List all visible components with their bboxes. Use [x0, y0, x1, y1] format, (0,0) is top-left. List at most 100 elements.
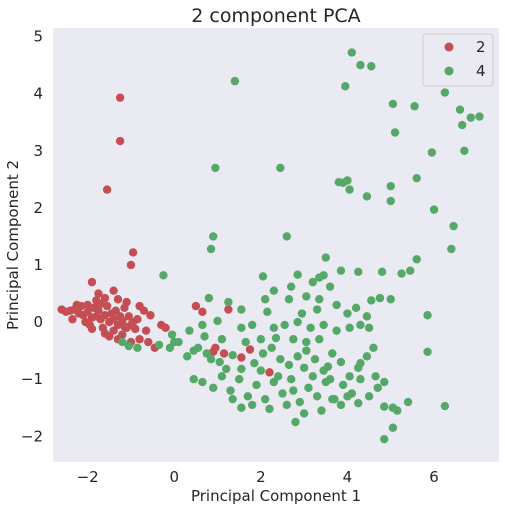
data-point	[245, 345, 255, 354]
plot-background	[53, 28, 499, 462]
data-point	[204, 293, 214, 303]
data-point	[284, 295, 294, 304]
data-point	[265, 404, 274, 414]
data-point	[390, 128, 400, 137]
data-point	[247, 400, 257, 410]
data-point	[278, 389, 287, 398]
data-point	[332, 326, 341, 335]
data-point	[96, 299, 105, 309]
data-point	[351, 303, 361, 313]
legend-label-series-4: 4	[476, 62, 486, 80]
data-point	[226, 386, 235, 395]
data-point	[308, 277, 318, 287]
data-point	[102, 301, 112, 311]
data-point	[118, 330, 127, 339]
data-point	[185, 326, 194, 335]
data-point	[364, 392, 374, 401]
data-point	[455, 105, 465, 114]
data-point	[209, 232, 218, 241]
data-point	[302, 337, 311, 347]
data-point	[282, 232, 292, 241]
data-point	[211, 163, 220, 173]
data-point	[347, 48, 356, 57]
data-point	[325, 374, 335, 384]
data-point	[336, 357, 346, 367]
data-point	[109, 326, 118, 335]
chart-title: 2 component PCA	[191, 5, 360, 27]
data-point	[475, 112, 484, 121]
data-point	[133, 343, 142, 352]
data-point	[332, 300, 341, 310]
data-point	[94, 306, 103, 315]
data-point	[312, 305, 322, 314]
data-point	[308, 372, 318, 381]
data-point	[94, 289, 103, 298]
data-point	[373, 383, 382, 392]
data-point	[189, 346, 198, 355]
data-point	[310, 355, 320, 364]
data-point	[393, 406, 402, 415]
data-point	[276, 355, 285, 364]
data-point	[267, 343, 276, 352]
data-point	[100, 311, 110, 320]
data-point	[386, 196, 395, 206]
data-point	[209, 383, 218, 392]
data-point	[388, 99, 398, 109]
legend-marker-series-4	[444, 66, 454, 76]
data-point	[328, 349, 337, 358]
data-point	[284, 360, 294, 370]
data-point	[447, 244, 456, 254]
data-point	[345, 372, 354, 381]
data-point	[312, 392, 322, 401]
data-point	[170, 337, 179, 347]
data-point	[165, 343, 175, 352]
data-point	[224, 297, 233, 307]
data-point	[397, 269, 406, 278]
data-point	[87, 277, 97, 287]
data-point	[380, 434, 389, 444]
data-point	[354, 267, 363, 277]
data-point	[120, 303, 129, 313]
data-point	[457, 120, 467, 130]
data-point	[286, 374, 296, 384]
data-point	[111, 306, 120, 315]
data-point	[325, 282, 335, 291]
series-2	[57, 93, 274, 377]
x-axis-label: Principal Component 1	[191, 487, 361, 505]
data-point	[109, 286, 118, 295]
data-point	[289, 386, 298, 395]
data-point	[131, 324, 140, 334]
data-point	[345, 185, 354, 194]
y-tick-label: 1	[33, 256, 43, 274]
data-point	[250, 359, 259, 368]
data-point	[319, 320, 328, 330]
legend-label-series-2: 2	[476, 38, 486, 56]
y-tick-label: −2	[21, 427, 43, 445]
data-point	[124, 312, 133, 321]
x-tick-label: 4	[343, 468, 353, 486]
data-point	[321, 253, 330, 262]
data-point	[362, 312, 372, 321]
data-point	[202, 349, 211, 358]
data-point	[377, 267, 387, 277]
data-point	[237, 353, 246, 362]
data-point	[375, 293, 385, 303]
y-axis-ticks: −2 −1 0 1 2 3 4 5	[21, 28, 43, 446]
data-point	[269, 377, 279, 387]
data-point	[336, 266, 346, 275]
data-point	[237, 364, 246, 374]
data-point	[126, 260, 136, 270]
legend-box	[422, 33, 494, 87]
data-point	[354, 398, 363, 408]
data-point	[306, 323, 315, 333]
data-point	[345, 323, 354, 333]
data-point	[269, 323, 279, 333]
data-point	[118, 337, 127, 347]
data-point	[291, 417, 300, 427]
data-point	[141, 326, 151, 335]
data-point	[380, 402, 389, 411]
data-point	[367, 62, 376, 71]
data-point	[356, 374, 365, 384]
data-point	[386, 181, 395, 191]
data-point	[427, 148, 437, 157]
